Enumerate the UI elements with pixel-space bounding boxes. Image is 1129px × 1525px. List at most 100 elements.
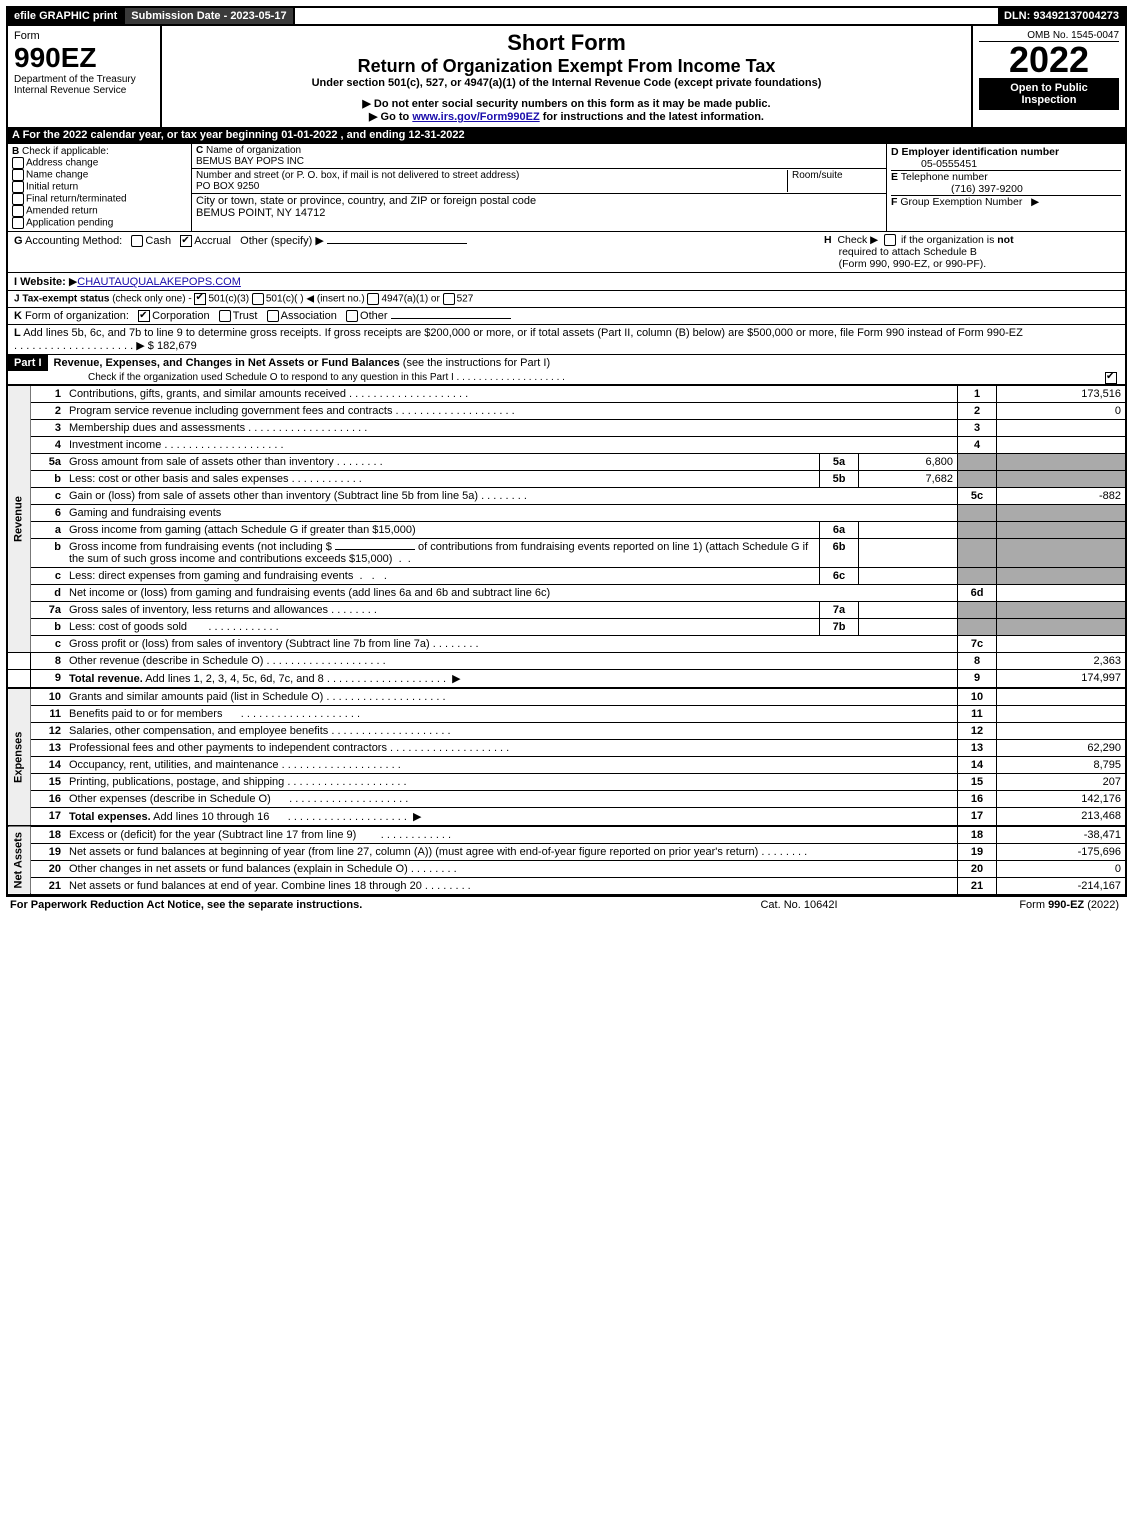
chk-amended-return[interactable]: [12, 205, 24, 217]
line-2-ref: 2: [958, 403, 997, 420]
section-h: H Check ▶ if the organization is not req…: [824, 234, 1119, 270]
line-5c-text: Gain or (loss) from sale of assets other…: [69, 490, 527, 502]
line-9-ref: 9: [958, 670, 997, 689]
part1-header: Part I Revenue, Expenses, and Changes in…: [8, 354, 1125, 385]
line-21-ref: 21: [958, 878, 997, 895]
line-6a-sub: 6a: [820, 522, 859, 539]
section-c: C Name of organizationBEMUS BAY POPS INC…: [192, 144, 887, 231]
line-1-no: 1: [31, 386, 66, 403]
line-6b-subamt: [859, 539, 958, 568]
chk-other[interactable]: [346, 310, 358, 322]
cat-number: Cat. No. 10642I: [659, 899, 939, 911]
line-14-text: Occupancy, rent, utilities, and maintena…: [69, 759, 401, 771]
efile-print-button[interactable]: efile GRAPHIC print: [8, 8, 125, 24]
line-8-amt: 2,363: [997, 653, 1126, 670]
line-15-amt: 207: [997, 774, 1126, 791]
line-15-text: Printing, publications, postage, and shi…: [69, 776, 407, 788]
line-6-text: Gaming and fundraising events: [65, 505, 958, 522]
line-11-amt: [997, 706, 1126, 723]
line-17-amt: 213,468: [997, 808, 1126, 827]
chk-501c3[interactable]: [194, 293, 206, 305]
line-6a-text: Gross income from gaming (attach Schedul…: [65, 522, 820, 539]
line-17-text: Total expenses. Add lines 10 through 16 …: [65, 808, 958, 827]
line-12-ref: 12: [958, 723, 997, 740]
section-def: D Employer identification number05-05554…: [887, 144, 1125, 231]
website-link[interactable]: CHAUTAUQUALAKEPOPS.COM: [77, 276, 241, 288]
line-3-amt: [997, 420, 1126, 437]
section-gh: G Accounting Method: Cash Accrual Other …: [8, 232, 1125, 273]
line-7a-subamt: [859, 602, 958, 619]
chk-address-change[interactable]: [12, 157, 24, 169]
chk-initial-return[interactable]: [12, 181, 24, 193]
section-b: B Check if applicable: Address change Na…: [8, 144, 192, 231]
chk-4947[interactable]: [367, 293, 379, 305]
dept-treasury: Department of the Treasury: [14, 74, 154, 85]
section-k: K Form of organization: Corporation Trus…: [8, 308, 1125, 325]
room-suite-label: Room/suite: [788, 170, 882, 192]
line-13-text: Professional fees and other payments to …: [69, 742, 509, 754]
chk-assoc[interactable]: [267, 310, 279, 322]
line-6c-subamt: [859, 568, 958, 585]
line-18-ref: 18: [958, 826, 997, 844]
ssn-warning: Do not enter social security numbers on …: [168, 97, 965, 110]
chk-final-return[interactable]: [12, 193, 24, 205]
open-public-badge: Open to Public Inspection: [979, 78, 1119, 110]
line-2-text: Program service revenue including govern…: [69, 405, 515, 417]
line-12-text: Salaries, other compensation, and employ…: [69, 725, 451, 737]
chk-application-pending[interactable]: [12, 217, 24, 229]
line-13-amt: 62,290: [997, 740, 1126, 757]
line-19-ref: 19: [958, 844, 997, 861]
line-4-text: Investment income: [69, 439, 284, 451]
chk-schedule-b[interactable]: [884, 234, 896, 246]
tax-year: 2022: [979, 42, 1119, 78]
chk-527[interactable]: [443, 293, 455, 305]
chk-name-change[interactable]: [12, 169, 24, 181]
line-7a-sub: 7a: [820, 602, 859, 619]
section-a: A For the 2022 calendar year, or tax yea…: [8, 127, 1125, 144]
line-20-ref: 20: [958, 861, 997, 878]
chk-501c[interactable]: [252, 293, 264, 305]
line-6d-ref: 6d: [958, 585, 997, 602]
dln-label: DLN: 93492137004273: [998, 8, 1125, 24]
line-5a-sub: 5a: [820, 454, 859, 471]
form-container: efile GRAPHIC print Submission Date - 20…: [6, 6, 1127, 897]
return-title: Return of Organization Exempt From Incom…: [168, 56, 965, 77]
section-bcdef: B Check if applicable: Address change Na…: [8, 144, 1125, 232]
line-6c-text: Less: direct expenses from gaming and fu…: [69, 570, 353, 582]
section-l: L Add lines 5b, 6c, and 7b to line 9 to …: [8, 325, 1125, 354]
line-5c-amt: -882: [997, 488, 1126, 505]
chk-accrual[interactable]: [180, 235, 192, 247]
line-5a-text: Gross amount from sale of assets other t…: [69, 456, 383, 468]
line-1-text: Contributions, gifts, grants, and simila…: [65, 386, 958, 403]
line-3-ref: 3: [958, 420, 997, 437]
line-18-amt: -38,471: [997, 826, 1126, 844]
line-6d-amt: [997, 585, 1126, 602]
line-4-ref: 4: [958, 437, 997, 454]
chk-scheduleo[interactable]: [1105, 372, 1117, 384]
chk-corp[interactable]: [138, 310, 150, 322]
line-6b-sub: 6b: [820, 539, 859, 568]
submission-date: Submission Date - 2023-05-17: [125, 8, 294, 24]
netassets-side-label: Net Assets: [8, 826, 31, 895]
form-footer-id: Form 990-EZ (2022): [939, 899, 1119, 911]
expenses-side-label: Expenses: [8, 688, 31, 826]
line-7b-subamt: [859, 619, 958, 636]
chk-trust[interactable]: [219, 310, 231, 322]
line-6b-text: Gross income from fundraising events (no…: [65, 539, 820, 568]
line-16-amt: 142,176: [997, 791, 1126, 808]
line-5b-sub: 5b: [820, 471, 859, 488]
gross-receipts: $ 182,679: [148, 340, 197, 352]
line-6a-subamt: [859, 522, 958, 539]
line-17-ref: 17: [958, 808, 997, 827]
line-16-text: Other expenses (describe in Schedule O): [69, 793, 271, 805]
org-name: BEMUS BAY POPS INC: [196, 156, 304, 167]
line-15-ref: 15: [958, 774, 997, 791]
paperwork-notice: For Paperwork Reduction Act Notice, see …: [10, 899, 659, 911]
chk-cash[interactable]: [131, 235, 143, 247]
line-7b-sub: 7b: [820, 619, 859, 636]
line-19-amt: -175,696: [997, 844, 1126, 861]
line-7c-amt: [997, 636, 1126, 653]
line-4-amt: [997, 437, 1126, 454]
line-14-ref: 14: [958, 757, 997, 774]
irs-link[interactable]: www.irs.gov/Form990EZ: [412, 111, 539, 123]
